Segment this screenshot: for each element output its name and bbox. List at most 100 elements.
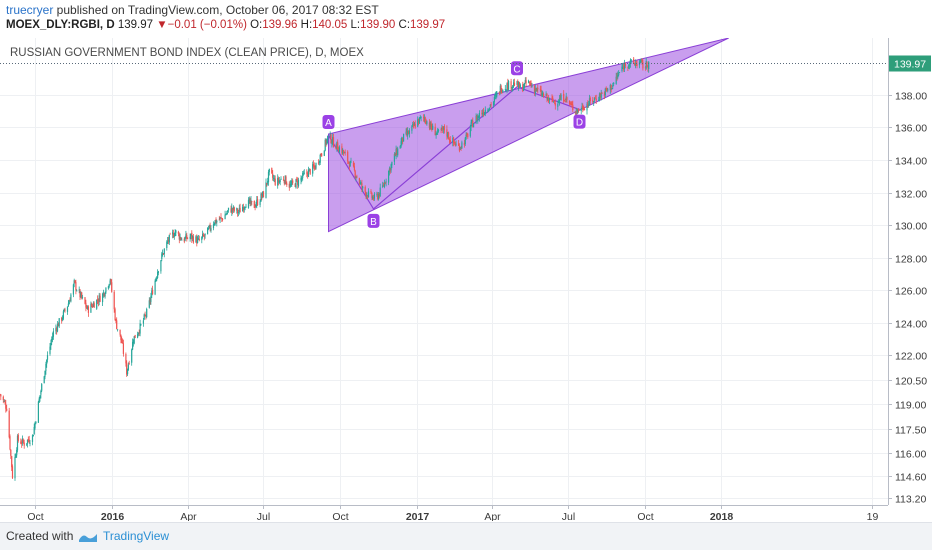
candle-body [574,111,576,113]
candle-body [177,231,179,234]
candle-body [150,296,152,302]
candle-body [370,191,372,193]
price-chart[interactable]: A B C D 113.20 114.60 116.00 117.50 119.00 120.5… [0,38,932,521]
candle-body [467,133,469,138]
candle-body [242,207,244,212]
candle-body [120,334,122,340]
candle-body [483,112,485,115]
candle-body [259,201,261,205]
candle-body [156,277,158,280]
y-tick-label: 136.00 [895,123,927,135]
candle-body [594,97,596,99]
candle-body [69,300,71,302]
candle-body [330,134,332,144]
candle-body [75,282,77,291]
candle-body [518,82,521,88]
candle-body [110,280,112,282]
candle-body [552,97,554,102]
candle-body [161,253,163,260]
candle-body [104,293,106,297]
tradingview-link[interactable]: TradingView [103,529,170,543]
candle-body [46,355,49,360]
candle-body [325,139,327,145]
candle-body [372,197,374,199]
candle-body [453,137,455,143]
price-axis[interactable]: 113.20 114.60 116.00 117.50 119.00 120.50 122.… [0,38,932,521]
candle-body [623,65,625,70]
candle-body [403,133,405,142]
candle-body [601,93,603,95]
candle-body [187,237,189,239]
candle-body [73,280,75,284]
candle-body [0,394,2,397]
candle-body [219,217,221,220]
candle-body [113,291,115,310]
candle-body [195,236,197,243]
candle-body [577,109,579,113]
candle-body [197,238,199,243]
candle-body [41,384,43,391]
candle-body [26,439,29,444]
y-tick-label: 116.00 [895,449,926,461]
candle-body [131,349,133,363]
candle-body [338,147,340,153]
candle-body [382,185,384,187]
candle-body [102,293,104,303]
candle-body [466,134,468,135]
candle-body [622,66,624,68]
pattern-label-d: D [576,118,583,129]
candle-body [429,122,431,129]
candle-body [513,82,516,86]
candle-body [66,306,69,312]
candle-body [201,236,203,240]
candle-body [262,191,265,198]
y-tick-label: 113.20 [895,494,926,506]
candle-body [523,82,526,88]
candle-body [72,284,74,295]
candle-body [500,85,502,93]
candle-body [511,87,513,89]
candle-body [442,126,444,130]
candle-body [198,239,200,241]
candle-body [44,370,46,377]
candle-body [568,100,571,104]
candle-body [564,101,566,102]
candle-body [441,127,443,129]
candle-body [57,323,59,327]
time-axis[interactable]: Oct 2016 Apr Jul Oct 2017 Apr Jul Oct 2018 19 [0,505,888,521]
candle-body [528,80,530,83]
candle-body [337,142,339,150]
candle-body [148,300,150,308]
candle-body [420,116,422,118]
candle-body [64,309,66,311]
candle-body [606,88,608,90]
candle-body [163,248,165,255]
candle-body [598,93,601,100]
candle-body [384,183,386,184]
author-link[interactable]: truecryer [6,3,54,17]
candle-body [254,207,256,208]
candle-body [6,408,8,411]
x-tick-label: Jul [562,511,575,521]
x-tick-label: Oct [27,511,43,521]
candle-body [524,80,526,83]
pattern-label-box [573,114,586,129]
candle-body [248,199,250,201]
y-tick-label: 114.60 [895,472,926,484]
candle-body [178,234,180,240]
candle-body [412,124,414,125]
candle-body [233,207,235,211]
candle-body [232,208,234,211]
candle-body [477,116,479,122]
y-tick-label: 138.00 [895,91,927,103]
candle-body [302,172,304,178]
candle-body [312,164,315,167]
candle-body [583,108,586,111]
candle-body [143,314,145,320]
candle-body [86,306,88,309]
y-tick-label: 128.00 [895,254,927,266]
candle-body [478,113,480,118]
candle-body [183,238,185,242]
candle-body [11,466,14,478]
candle-body [449,139,451,143]
